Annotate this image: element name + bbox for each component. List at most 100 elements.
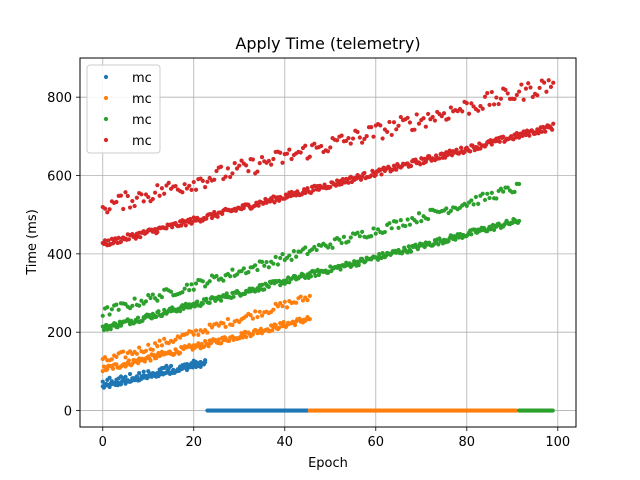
- data-point: [234, 272, 240, 277]
- data-point: [278, 255, 283, 261]
- data-point: [489, 142, 494, 147]
- data-point: [480, 106, 485, 111]
- data-point: [241, 266, 246, 271]
- data-point: [355, 129, 360, 135]
- data-point: [421, 116, 426, 121]
- data-point: [355, 230, 360, 235]
- data-point: [146, 342, 151, 347]
- data-point: [193, 359, 199, 365]
- data-point: [476, 201, 481, 206]
- data-point: [527, 133, 532, 138]
- data-point: [166, 180, 171, 185]
- data-point: [340, 177, 345, 182]
- data-point: [357, 135, 362, 140]
- data-point: [168, 289, 174, 294]
- data-point: [266, 158, 271, 163]
- data-point: [357, 234, 362, 239]
- data-point: [146, 194, 151, 200]
- data-point: [241, 205, 246, 211]
- data-point: [360, 229, 365, 235]
- data-point: [137, 370, 142, 376]
- data-point: [183, 301, 188, 306]
- data-point: [114, 199, 119, 205]
- data-point: [134, 195, 139, 200]
- data-point: [231, 294, 236, 299]
- data-point: [448, 105, 453, 110]
- data-point: [550, 408, 555, 413]
- y-tick-label: 400: [47, 248, 72, 263]
- data-point: [456, 235, 461, 240]
- data-point: [212, 177, 217, 182]
- data-point: [517, 181, 522, 187]
- data-point: [155, 344, 160, 349]
- data-point: [193, 328, 199, 333]
- data-point: [284, 151, 290, 156]
- data-point: [246, 270, 251, 275]
- data-point: [494, 95, 499, 100]
- data-point: [116, 307, 121, 312]
- data-point: [389, 132, 394, 138]
- data-point: [494, 196, 499, 201]
- data-point: [154, 356, 159, 361]
- data-point: [195, 299, 200, 304]
- data-point: [287, 147, 292, 152]
- data-point: [141, 199, 146, 204]
- data-point: [112, 381, 117, 386]
- data-point: [179, 223, 184, 228]
- data-point: [150, 292, 155, 297]
- data-point: [426, 111, 431, 117]
- data-point: [214, 273, 219, 279]
- series-0: [100, 358, 310, 413]
- data-point: [505, 91, 510, 96]
- data-points: [100, 78, 556, 413]
- data-point: [476, 108, 481, 113]
- data-point: [246, 169, 251, 174]
- data-point: [200, 362, 205, 367]
- data-point: [496, 101, 501, 107]
- data-point: [521, 97, 526, 102]
- data-point: [225, 316, 230, 322]
- y-axis-label: Time (ms): [25, 209, 40, 276]
- data-point: [155, 183, 160, 188]
- data-point: [468, 149, 473, 154]
- data-point: [311, 188, 316, 193]
- data-point: [170, 225, 175, 230]
- data-point: [437, 156, 442, 161]
- x-tick-label: 0: [99, 435, 107, 450]
- data-point: [150, 347, 155, 352]
- data-point: [289, 189, 294, 195]
- data-point: [189, 187, 194, 192]
- data-point: [514, 92, 519, 98]
- data-point: [430, 114, 435, 120]
- data-point: [313, 273, 318, 279]
- data-point: [344, 138, 349, 144]
- data-point: [110, 366, 116, 371]
- data-point: [403, 223, 408, 229]
- data-point: [220, 211, 225, 216]
- data-point: [380, 136, 385, 141]
- data-point: [214, 168, 219, 174]
- data-point: [524, 128, 530, 133]
- data-point: [469, 101, 474, 106]
- data-point: [218, 164, 224, 169]
- data-point: [146, 293, 151, 298]
- data-point: [405, 217, 410, 222]
- data-point: [338, 267, 343, 272]
- legend-label: mc: [132, 134, 152, 149]
- data-point: [275, 304, 281, 309]
- data-point: [137, 345, 142, 350]
- data-point: [485, 191, 490, 196]
- legend-marker: [103, 116, 109, 122]
- data-point: [517, 89, 522, 94]
- data-point: [446, 152, 451, 157]
- data-point: [551, 121, 556, 126]
- data-point: [550, 127, 555, 132]
- data-point: [544, 89, 549, 94]
- data-point: [264, 259, 269, 265]
- data-point: [173, 337, 178, 342]
- legend-label: mc: [132, 92, 152, 107]
- data-point: [143, 374, 149, 379]
- data-point: [405, 115, 410, 120]
- data-point: [284, 305, 290, 310]
